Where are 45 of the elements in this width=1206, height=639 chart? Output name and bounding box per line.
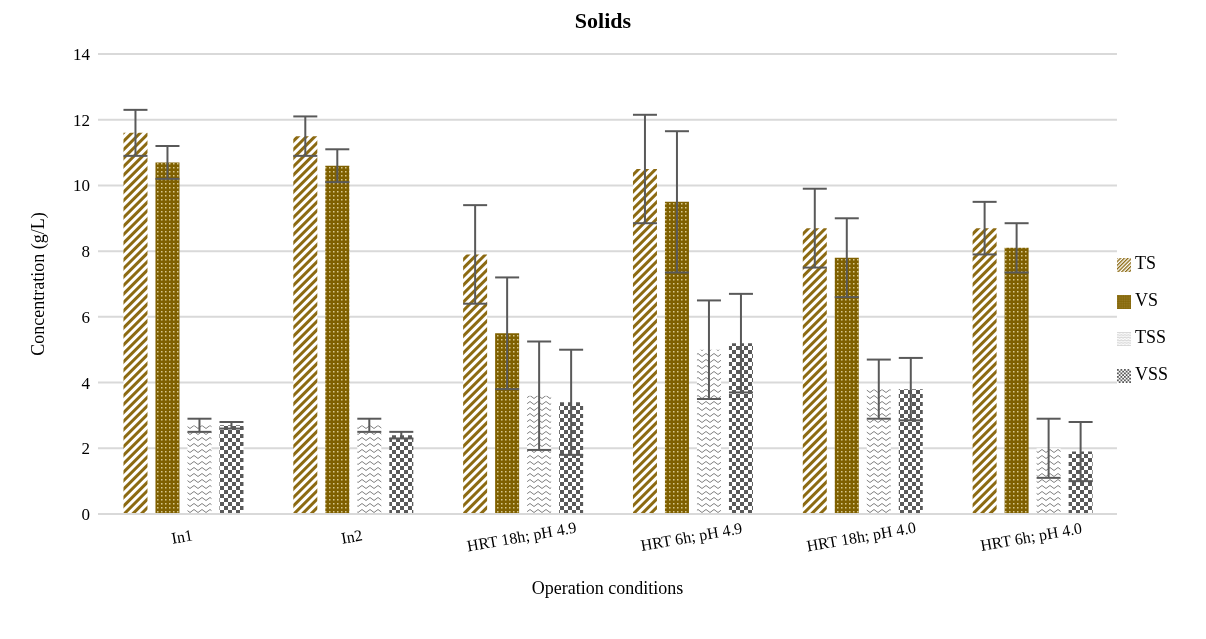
bar bbox=[495, 333, 520, 514]
x-tick-label: In1 bbox=[169, 526, 194, 547]
y-tick-label: 2 bbox=[81, 439, 90, 459]
chart-title: Solids bbox=[573, 8, 633, 34]
bar bbox=[219, 425, 244, 514]
bar bbox=[898, 389, 923, 514]
x-tick-label: HRT 6h; pH 4.0 bbox=[979, 519, 1084, 555]
bar bbox=[325, 165, 350, 514]
bar bbox=[1068, 451, 1093, 514]
y-tick-label: 6 bbox=[81, 307, 90, 327]
bar bbox=[728, 343, 753, 514]
y-tick-label: 0 bbox=[81, 505, 90, 525]
y-tick-label: 4 bbox=[81, 373, 91, 393]
bar bbox=[357, 425, 382, 514]
legend-label: TSS bbox=[1134, 327, 1166, 347]
y-axis-title: Concentration (g/L) bbox=[28, 212, 50, 356]
bar bbox=[187, 425, 212, 514]
bar bbox=[696, 349, 721, 514]
bar bbox=[389, 435, 414, 514]
bar bbox=[293, 136, 318, 514]
x-tick-label: HRT 6h; pH 4.9 bbox=[639, 519, 744, 555]
legend-label: VS bbox=[1134, 290, 1158, 310]
x-tick-label: In2 bbox=[339, 526, 364, 547]
x-tick-label: HRT 18h; pH 4.0 bbox=[805, 518, 918, 556]
legend-label: VSS bbox=[1134, 364, 1168, 384]
y-tick-label: 12 bbox=[73, 110, 90, 130]
y-tick-label: 14 bbox=[73, 45, 91, 65]
y-tick-label: 10 bbox=[73, 176, 90, 196]
x-tick-label: HRT 18h; pH 4.9 bbox=[465, 518, 578, 556]
bar bbox=[1036, 448, 1061, 514]
bar bbox=[802, 228, 827, 514]
bar bbox=[559, 402, 584, 514]
y-tick-label: 8 bbox=[81, 242, 90, 262]
bar bbox=[155, 162, 180, 514]
bar bbox=[972, 228, 997, 514]
legend-label: TS bbox=[1134, 253, 1156, 273]
bar bbox=[123, 132, 148, 514]
bar bbox=[664, 201, 689, 514]
bar bbox=[834, 257, 859, 514]
bar bbox=[527, 395, 552, 514]
bar bbox=[866, 389, 891, 514]
bar bbox=[463, 254, 488, 514]
bar bbox=[632, 169, 657, 514]
bar bbox=[1004, 247, 1029, 514]
x-axis-title: Operation conditions bbox=[531, 578, 684, 598]
